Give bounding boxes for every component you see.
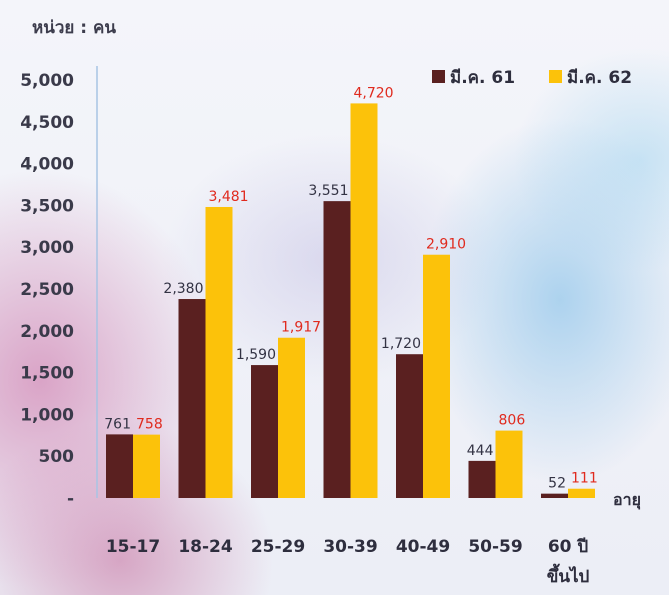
legend-label: มี.ค. 62: [567, 67, 632, 88]
x-axis-title: อายุ: [613, 490, 641, 510]
bar: [133, 434, 160, 498]
bar: [423, 254, 450, 498]
y-tick-label: 5,000: [20, 71, 74, 91]
x-tick-label: 18-24: [178, 537, 233, 557]
data-label: 2,380: [163, 281, 203, 297]
x-tick-label: 25-29: [251, 537, 305, 557]
data-label: 1,590: [236, 347, 276, 363]
bar: [323, 201, 351, 498]
bar: [541, 493, 568, 498]
y-tick-label: 1,500: [20, 364, 74, 384]
data-label: 3,481: [209, 189, 249, 205]
legend-swatch: [549, 70, 562, 83]
y-tick-label: 1,000: [20, 405, 74, 425]
data-label: 3,551: [308, 183, 348, 199]
legend: มี.ค. 61 มี.ค. 62: [432, 67, 632, 88]
y-tick-label: 3,000: [20, 238, 74, 258]
legend-swatch: [432, 70, 445, 83]
bar: [251, 365, 278, 498]
legend-label: มี.ค. 61: [450, 67, 515, 88]
bar: [178, 299, 206, 498]
y-tick-label: 4,500: [20, 113, 74, 133]
data-label: 761: [104, 416, 131, 432]
x-tick-label: ขึ้นไป: [547, 563, 590, 587]
data-labels: 761 758 2,380 3,481 1,590 1,917 3,551 4,720 1,72…: [104, 85, 597, 491]
bar: [468, 460, 496, 498]
x-tick-label: 30-39: [323, 537, 377, 557]
bar: [495, 430, 523, 498]
x-tick-label: 60 ปี: [548, 536, 589, 557]
x-axis: 15-17 18-24 25-29 30-39 40-49 50-59 60 ปีขึ้นไ…: [106, 490, 641, 587]
data-label: 2,910: [426, 237, 466, 253]
y-axis: - 500 1,000 1,500 2,000 2,500 3,000 3,500 4,000 4…: [20, 66, 98, 509]
data-label: 444: [467, 443, 494, 459]
x-tick-label: 50-59: [468, 537, 522, 557]
y-tick-label: 3,500: [20, 196, 74, 216]
bars: [106, 103, 595, 499]
y-tick-label: 4,000: [20, 155, 74, 175]
bar: [106, 434, 133, 498]
bar: [568, 488, 595, 498]
bar: [278, 337, 305, 498]
y-tick-label: 500: [39, 447, 75, 467]
data-label: 1,917: [281, 320, 321, 336]
bar: [350, 103, 378, 499]
y-tick-label: -: [67, 489, 74, 509]
x-tick-label: 15-17: [106, 537, 160, 557]
unit-label: หน่วย : คน: [32, 18, 116, 38]
bar: [396, 354, 423, 498]
data-label: 52: [548, 476, 566, 492]
data-label: 1,720: [381, 336, 421, 352]
bar: [205, 206, 233, 498]
x-tick-label: 40-49: [396, 537, 450, 557]
data-label: 758: [136, 417, 163, 433]
data-label: 806: [499, 413, 526, 429]
data-label: 4,720: [354, 85, 394, 101]
y-tick-label: 2,000: [20, 322, 74, 342]
y-tick-label: 2,500: [20, 280, 74, 300]
data-label: 111: [571, 471, 598, 487]
